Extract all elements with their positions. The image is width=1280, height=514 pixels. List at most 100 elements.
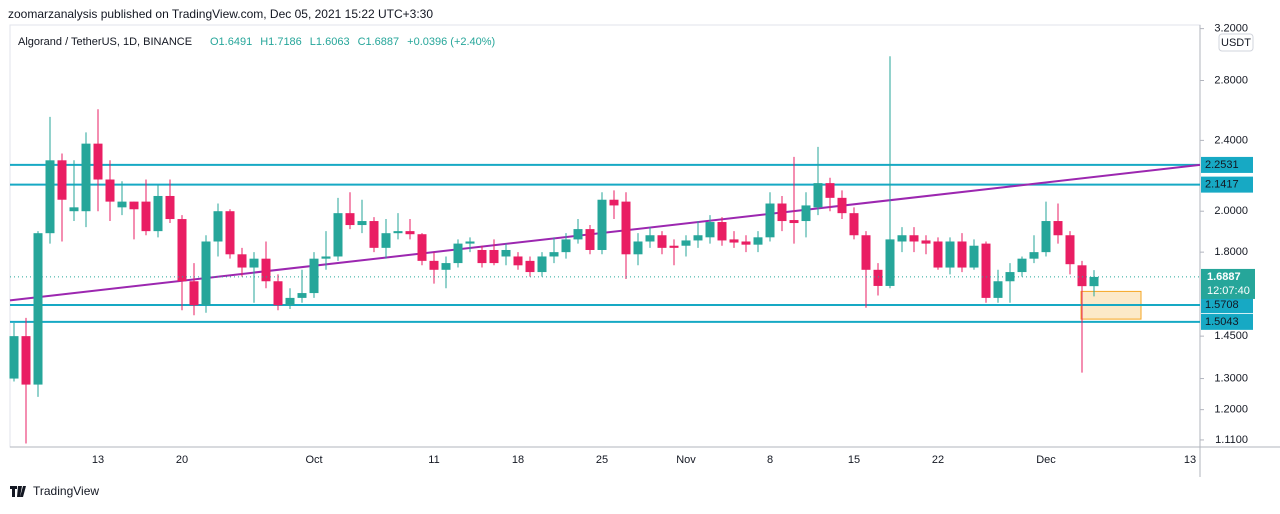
candle-body (189, 281, 199, 306)
y-tick-label: 1.3000 (1214, 372, 1248, 384)
ohlc-value: H1.7186 (260, 36, 302, 48)
candle-body (669, 245, 679, 248)
x-tick-label: 25 (596, 454, 608, 466)
candle-body (465, 241, 475, 244)
candle-body (405, 231, 415, 235)
candle-body (141, 201, 151, 232)
level-label: 2.1417 (1205, 179, 1239, 191)
candle-body (333, 213, 343, 257)
candle-body (501, 249, 511, 257)
candle-body (993, 281, 1003, 298)
candle-body (897, 235, 907, 242)
candle-body (417, 234, 427, 261)
candle-body (765, 203, 775, 238)
candle-body (513, 256, 523, 266)
currency-button[interactable] (1218, 33, 1254, 52)
candle-body (369, 221, 379, 248)
candle-body (21, 336, 31, 385)
candle-body (1053, 221, 1063, 236)
level-label: 2.2531 (1205, 159, 1239, 171)
level-label-box (1201, 297, 1253, 314)
candle-body (861, 235, 871, 270)
candle-body (441, 263, 451, 270)
footer-brand: TradingView (33, 484, 99, 498)
candle-body (477, 249, 487, 264)
candle-body (729, 239, 739, 243)
candle-body (549, 252, 559, 257)
candle-body (249, 258, 259, 268)
currency-label[interactable]: USDT (1221, 37, 1251, 49)
last-price-box (1201, 268, 1255, 299)
candle-body (117, 201, 127, 208)
candle-body (201, 241, 211, 306)
candle-body (237, 254, 247, 268)
candle-body (105, 179, 115, 202)
ohlc-value: +0.0396 (+2.40%) (407, 36, 495, 48)
candle-body (945, 241, 955, 268)
level-label-box (1201, 176, 1253, 193)
candle-body (981, 243, 991, 298)
candle-body (813, 183, 823, 208)
candle-body (573, 229, 583, 240)
countdown-label: 12:07:40 (1207, 285, 1250, 297)
x-tick-label: Nov (676, 454, 696, 466)
candle-body (321, 256, 331, 259)
candle-body (681, 240, 691, 246)
candle-body (801, 205, 811, 222)
candle-body (717, 222, 727, 241)
candle-body (741, 241, 751, 245)
candle-body (537, 256, 547, 273)
y-tick-label: 1.1100 (1215, 434, 1248, 446)
candle-body (825, 183, 835, 198)
ohlc-value: O1.6491 (210, 36, 252, 48)
candle-body (177, 219, 187, 282)
candle-body (381, 233, 391, 248)
x-tick-label: Dec (1036, 454, 1056, 466)
level-label-box (1201, 156, 1253, 173)
candle-body (633, 241, 643, 255)
y-tick-label: 1.4500 (1214, 330, 1248, 342)
candle-body (705, 222, 715, 238)
candle-body (645, 235, 655, 242)
candle-body (225, 211, 235, 255)
candle-body (81, 143, 91, 212)
y-tick-label: 1.2000 (1214, 404, 1248, 416)
x-tick-label: 11 (428, 454, 439, 466)
candle-body (285, 297, 295, 306)
candle-body (909, 235, 919, 242)
candle-body (525, 260, 535, 273)
candle-body (57, 160, 67, 200)
candle-body (1041, 221, 1051, 253)
candle-body (153, 195, 163, 232)
candle-body (873, 269, 883, 286)
candle-body (969, 245, 979, 268)
candle-body (345, 213, 355, 226)
candle-body (585, 229, 595, 250)
candle-body (69, 207, 79, 212)
ohlc-value: C1.6887 (358, 36, 400, 48)
candle-body (429, 260, 439, 270)
candle-body (849, 213, 859, 236)
candle-body (933, 241, 943, 268)
publisher-line: zoomarzanalysis published on TradingView… (8, 7, 433, 21)
x-tick-label: Oct (305, 454, 322, 466)
candle-body (309, 258, 319, 294)
candle-body (597, 199, 607, 250)
level-label: 1.5043 (1205, 316, 1239, 328)
candle-body (1029, 252, 1039, 259)
x-tick-label: 8 (767, 454, 773, 466)
candle-body (657, 235, 667, 248)
candle-body (393, 231, 403, 234)
candle-body (609, 199, 619, 206)
candle-body (789, 220, 799, 224)
candle-body (957, 241, 967, 268)
candle-body (297, 293, 307, 298)
level-label-box (1201, 313, 1253, 330)
candle-body (561, 239, 571, 253)
candle-body (1077, 265, 1087, 287)
candle-body (837, 197, 847, 214)
candle-body (921, 240, 931, 244)
candle-body (9, 336, 19, 379)
